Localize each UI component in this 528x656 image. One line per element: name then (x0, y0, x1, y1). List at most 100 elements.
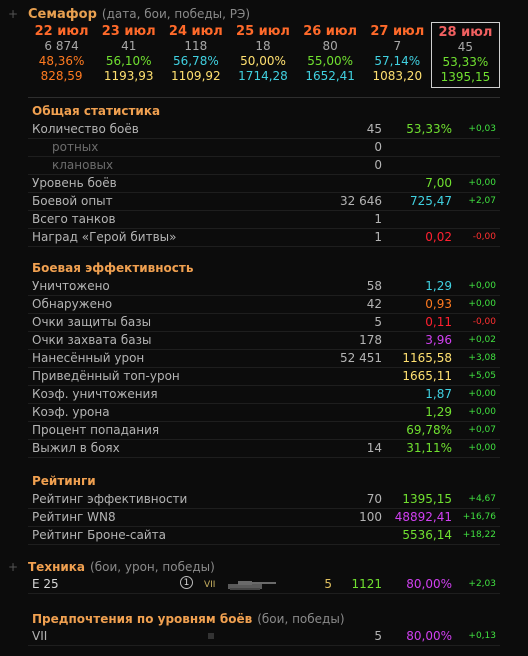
row-delta: +0,00 (468, 389, 496, 399)
efficiency-row: Очки захвата базы 178 3,96 +0,02 (28, 331, 500, 350)
day-rating: 828,59 (40, 69, 83, 83)
efficiency-row: Обнаружено 42 0,93 +0,00 (28, 295, 500, 314)
semaphore-day[interactable]: 27 июл 7 57,14% 1083,20 (364, 22, 431, 88)
vehicle-battles: 5 (324, 577, 332, 591)
row-delta: +0,07 (468, 425, 496, 435)
efficiency-row: Выжил в боях 14 31,11% +0,00 (28, 439, 500, 458)
row-label: ротных (52, 140, 99, 154)
vehicle-row[interactable]: E 25 1 VII 5 1121 80,00% +2,03 (28, 575, 500, 594)
row-label: Очки защиты базы (32, 315, 152, 329)
row-label: Приведённый топ-урон (32, 369, 180, 383)
vehicle-name: E 25 (32, 577, 59, 591)
expand-plus-icon[interactable]: + (8, 7, 19, 21)
vehicles-header: + Техника (бои, урон, победы) (8, 558, 215, 576)
semaphore-subtitle: (дата, бои, победы, РЭ) (101, 7, 251, 21)
row-label: клановых (52, 158, 114, 172)
semaphore-day[interactable]: 28 июл 45 53,33% 1395,15 (430, 22, 500, 88)
row-delta: -0,00 (472, 317, 496, 327)
rating-row: Рейтинг эффективности 70 1395,15 +4,67 (28, 490, 500, 509)
row-label: Процент попадания (32, 423, 160, 437)
tier-label: VII (32, 629, 48, 643)
section-title-efficiency: Боевая эффективность (32, 261, 194, 275)
semaphore-day[interactable]: 26 июл 80 55,00% 1652,41 (297, 22, 364, 88)
row-delta: +18,22 (462, 530, 496, 540)
row-delta: -0,00 (472, 232, 496, 242)
expand-plus-icon[interactable]: + (8, 560, 19, 574)
semaphore-title: Семафор (28, 6, 97, 22)
day-battles: 7 (393, 39, 402, 53)
day-winrate: 56,10% (105, 54, 152, 68)
day-date: 27 июл (370, 24, 425, 39)
row-label: Всего танков (32, 212, 116, 226)
row-value: 48892,41 (394, 510, 452, 524)
row-count: 5 (374, 315, 382, 329)
tier-bar (208, 633, 214, 639)
vehicles-subtitle: (бои, урон, победы) (90, 560, 215, 574)
day-date: 22 июл (34, 24, 89, 39)
semaphore-day[interactable]: 22 июл 6 874 48,36% 828,59 (28, 22, 95, 88)
tank-silhouette-icon (220, 579, 278, 591)
row-delta: +3,08 (468, 353, 496, 363)
day-rating: 1083,20 (372, 69, 423, 83)
semaphore-day[interactable]: 24 июл 118 56,78% 1109,92 (162, 22, 229, 88)
day-date: 25 июл (236, 24, 290, 39)
general-row: Всего танков 1 (28, 210, 500, 229)
row-delta: +0,00 (468, 281, 496, 291)
row-count: 45 (366, 122, 382, 136)
general-row: ротных 0 (28, 138, 500, 157)
row-delta: +2,07 (468, 196, 496, 206)
row-label: Боевой опыт (32, 194, 113, 208)
general-row: Наград «Герой битвы» 1 0,02 -0,00 (28, 228, 500, 247)
row-count: 70 (366, 492, 382, 506)
row-delta: +5,05 (468, 371, 496, 381)
row-value: 7,00 (425, 176, 452, 190)
day-winrate: 57,14% (374, 54, 421, 68)
semaphore-day[interactable]: 23 июл 41 56,10% 1193,93 (95, 22, 162, 88)
row-delta: +0,00 (468, 299, 496, 309)
row-delta: +16,76 (462, 512, 496, 522)
day-battles: 6 874 (44, 39, 79, 53)
semaphore-day[interactable]: 25 июл 18 50,00% 1714,28 (229, 22, 296, 88)
row-value: 725,47 (410, 194, 452, 208)
efficiency-row: Коэф. урона 1,29 +0,00 (28, 403, 500, 422)
row-value: 1,29 (425, 279, 452, 293)
row-value: 31,11% (406, 441, 452, 455)
efficiency-row: Очки защиты базы 5 0,11 -0,00 (28, 313, 500, 332)
row-label: Коэф. уничтожения (32, 387, 158, 401)
day-rating: 1395,15 (440, 70, 491, 84)
general-row: Уровень боёв 7,00 +0,00 (28, 174, 500, 193)
vehicle-delta: +2,03 (468, 579, 496, 589)
row-value: 0,02 (425, 230, 452, 244)
day-rating: 1193,93 (103, 69, 154, 83)
efficiency-row: Приведённый топ-урон 1665,11 +5,05 (28, 367, 500, 386)
row-count: 14 (366, 441, 382, 455)
row-label: Уровень боёв (32, 176, 117, 190)
day-winrate: 48,36% (38, 54, 85, 68)
efficiency-row: Коэф. уничтожения 1,87 +0,00 (28, 385, 500, 404)
row-label: Наград «Герой битвы» (32, 230, 177, 244)
row-value: 69,78% (406, 423, 452, 437)
row-count: 178 (359, 333, 382, 347)
row-label: Очки захвата базы (32, 333, 152, 347)
row-count: 52 451 (340, 351, 382, 365)
row-value: 1165,58 (402, 351, 452, 365)
general-row: Боевой опыт 32 646 725,47 +2,07 (28, 192, 500, 211)
row-count: 58 (366, 279, 382, 293)
row-count: 1 (374, 212, 382, 226)
row-label: Коэф. урона (32, 405, 110, 419)
row-count: 32 646 (340, 194, 382, 208)
tier-delta: +0,13 (468, 631, 496, 641)
day-date: 28 июл (438, 25, 493, 40)
row-count: 1 (374, 230, 382, 244)
row-label: Нанесённый урон (32, 351, 145, 365)
row-delta: +0,00 (468, 178, 496, 188)
day-winrate: 53,33% (442, 55, 489, 69)
vehicle-winrate: 80,00% (406, 577, 452, 591)
tier-prefs-title: Предпочтения по уровням боёв (32, 612, 253, 626)
row-value: 1,87 (425, 387, 452, 401)
day-battles: 45 (457, 40, 474, 54)
row-label: Выжил в боях (32, 441, 120, 455)
vehicle-damage: 1121 (351, 577, 382, 591)
tier-pref-row: VII 5 80,00% +0,13 (28, 627, 500, 646)
